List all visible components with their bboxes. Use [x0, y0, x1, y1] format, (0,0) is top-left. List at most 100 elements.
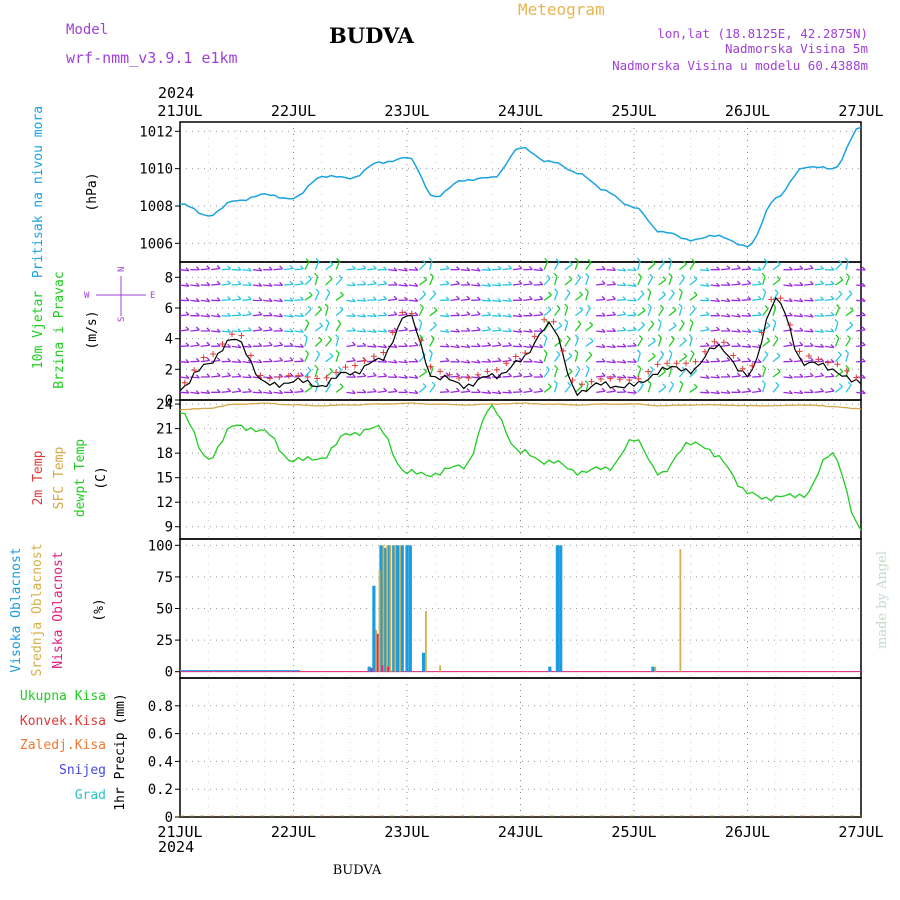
wind-barb-tip — [289, 372, 294, 377]
wind-barb — [294, 330, 304, 333]
x-day-label-bottom: 21JUL — [157, 823, 202, 841]
panel-frame — [179, 121, 862, 263]
wind-barb — [543, 294, 552, 301]
gust-marker — [701, 348, 708, 355]
wind-barb-tip — [195, 374, 200, 379]
wind-barb-tip — [649, 273, 653, 278]
wind-barb — [783, 391, 793, 395]
wind-barb — [627, 361, 637, 363]
wind-barb — [418, 307, 424, 316]
wind-barb — [231, 330, 242, 333]
wind-barb-tip — [455, 280, 460, 285]
wind-barb — [804, 283, 814, 286]
wind-barb — [294, 390, 304, 393]
wind-barb-tip — [279, 265, 284, 270]
wind-barb-tip — [799, 298, 804, 302]
wind-barb — [387, 361, 398, 364]
gust-marker — [418, 337, 425, 344]
wind-barb — [574, 323, 582, 332]
wind-barb-tip — [764, 305, 769, 309]
wind-barb — [211, 330, 221, 333]
wind-barb — [668, 384, 675, 393]
wind-barb — [668, 260, 673, 270]
wind-barb-tip — [539, 359, 544, 364]
gust-marker — [285, 372, 292, 379]
wind-barb — [304, 308, 312, 317]
wind-barb-tip — [861, 374, 866, 379]
wind-barb — [523, 298, 533, 301]
wind-barb-tip — [423, 368, 428, 373]
wind-barb — [242, 376, 252, 379]
wind-barb — [294, 268, 304, 271]
gust-marker — [654, 361, 661, 368]
wind-barb — [440, 391, 450, 393]
wind-barb-tip — [788, 374, 793, 379]
wind-barb-tip — [543, 334, 548, 339]
cloud-bar — [651, 666, 655, 672]
wind-barb — [335, 261, 341, 270]
wind-barb-tip — [337, 366, 342, 371]
wind-barb-tip — [351, 357, 356, 362]
y-tick-label: 0.2 — [148, 782, 173, 798]
wind-barb — [627, 329, 637, 332]
wind-barb-tip — [830, 372, 835, 377]
wind-barb — [314, 276, 319, 286]
wind-barb-tip — [487, 326, 492, 331]
wind-barb-tip — [763, 258, 768, 263]
wind-barb-tip — [820, 265, 825, 270]
model-label: Model — [66, 22, 108, 38]
gust-marker — [276, 374, 283, 380]
wind-barb — [834, 307, 841, 316]
wind-barb — [554, 353, 561, 363]
wind-barb-tip — [809, 313, 814, 318]
wind-barb-tip — [553, 272, 558, 277]
wind-barb-tip — [601, 372, 606, 377]
wind-barb-tip — [307, 305, 312, 310]
year-top: 2024 — [158, 84, 194, 102]
gust-marker — [370, 353, 377, 360]
wind-barb-tip — [844, 349, 849, 354]
wind-barb — [356, 299, 366, 302]
wind-barb-tip — [584, 380, 589, 385]
cloud-bar — [381, 665, 384, 672]
wind-barb-tip — [279, 298, 284, 302]
wind-barb-tip — [508, 297, 512, 302]
wind-barb — [814, 283, 824, 286]
wind-barb-tip — [830, 280, 835, 285]
wind-barb — [814, 375, 824, 378]
wind-barb-tip — [632, 267, 637, 272]
wind-barb-tip — [466, 267, 471, 272]
wind-barb-tip — [237, 295, 242, 300]
wind-barb — [606, 361, 616, 364]
wind-barb — [523, 375, 533, 378]
wind-barb-tip — [544, 257, 549, 262]
wind-barb — [574, 337, 580, 347]
precip-convective-label: Konvek.Kisa — [20, 714, 106, 729]
wind-barb — [772, 306, 777, 316]
wind-barb-tip — [414, 374, 419, 379]
wind-barb — [835, 293, 843, 301]
wind-barb — [772, 338, 779, 347]
wind-barb-tip — [289, 342, 294, 347]
wind-barb — [845, 338, 852, 347]
wind-barb — [211, 375, 221, 378]
gust-marker — [768, 296, 775, 303]
wind-barb — [720, 391, 731, 394]
wind-barb — [252, 329, 262, 332]
wind-barb-tip — [601, 280, 606, 285]
gust-marker — [541, 316, 548, 323]
wind-unit: (m/s) — [85, 310, 100, 349]
wind-barb-tip — [335, 349, 340, 354]
wind-barb-tip — [528, 387, 533, 392]
wind-barb-tip — [393, 373, 398, 378]
wind-barb-tip — [622, 310, 627, 315]
wind-barb-tip — [747, 343, 752, 348]
model-elevation-label: Nadmorska Visina u modelu 60.4388m — [612, 58, 868, 73]
wind-barb-tip — [476, 326, 481, 331]
wind-barb — [304, 261, 310, 270]
wind-barb-tip — [632, 374, 637, 379]
wind-barb-tip — [577, 320, 582, 325]
wind-barb — [418, 279, 428, 286]
wind-barb — [845, 293, 853, 301]
wind-barb — [523, 345, 533, 349]
